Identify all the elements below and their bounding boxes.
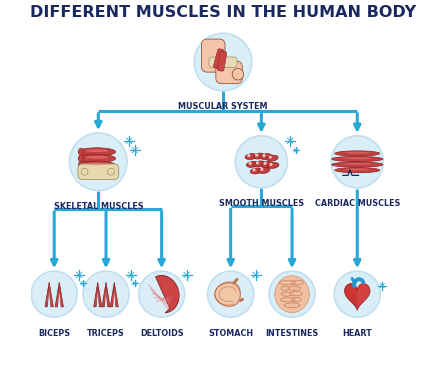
Text: MUSCULAR SYSTEM: MUSCULAR SYSTEM: [178, 102, 268, 111]
FancyBboxPatch shape: [209, 57, 237, 67]
Text: SKELETAL MUSCLES: SKELETAL MUSCLES: [54, 202, 143, 211]
Circle shape: [247, 154, 250, 157]
Polygon shape: [357, 284, 370, 310]
Circle shape: [255, 154, 258, 157]
FancyBboxPatch shape: [216, 61, 242, 84]
Circle shape: [248, 162, 252, 165]
FancyBboxPatch shape: [214, 49, 224, 69]
Circle shape: [194, 33, 252, 91]
Ellipse shape: [261, 161, 273, 167]
Circle shape: [256, 161, 259, 164]
Text: BICEPS: BICEPS: [38, 329, 70, 338]
Ellipse shape: [275, 276, 310, 313]
Text: TRICEPS: TRICEPS: [87, 329, 125, 338]
Ellipse shape: [267, 155, 278, 161]
Ellipse shape: [78, 161, 84, 169]
Circle shape: [269, 163, 273, 166]
Circle shape: [107, 168, 115, 175]
Ellipse shape: [246, 161, 258, 167]
Ellipse shape: [260, 154, 272, 159]
Polygon shape: [96, 288, 99, 301]
Ellipse shape: [258, 167, 270, 173]
Text: DELTOIDS: DELTOIDS: [140, 329, 183, 338]
Ellipse shape: [250, 168, 262, 174]
Circle shape: [70, 133, 127, 191]
Ellipse shape: [267, 162, 279, 168]
Ellipse shape: [78, 161, 116, 169]
Circle shape: [139, 271, 185, 317]
Circle shape: [232, 69, 244, 80]
Ellipse shape: [332, 156, 383, 162]
Circle shape: [235, 136, 287, 188]
Circle shape: [268, 156, 272, 159]
Polygon shape: [104, 288, 107, 301]
Ellipse shape: [78, 148, 116, 156]
Polygon shape: [110, 282, 118, 307]
FancyBboxPatch shape: [217, 51, 227, 71]
Ellipse shape: [343, 157, 372, 159]
Text: CARDIAC MUSCLES: CARDIAC MUSCLES: [314, 199, 400, 208]
Ellipse shape: [78, 155, 84, 162]
Ellipse shape: [332, 162, 383, 167]
Ellipse shape: [85, 156, 108, 159]
Text: STOMACH: STOMACH: [208, 329, 253, 338]
Polygon shape: [94, 282, 102, 307]
Ellipse shape: [345, 169, 370, 170]
Polygon shape: [47, 288, 51, 302]
Text: INTESTINES: INTESTINES: [265, 329, 319, 338]
FancyBboxPatch shape: [202, 39, 225, 72]
Ellipse shape: [253, 153, 264, 159]
Circle shape: [83, 271, 129, 317]
Circle shape: [331, 136, 384, 188]
Polygon shape: [345, 284, 370, 310]
Text: DIFFERENT MUSCLES IN THE HUMAN BODY: DIFFERENT MUSCLES IN THE HUMAN BODY: [30, 5, 416, 20]
Circle shape: [334, 271, 380, 317]
Polygon shape: [55, 282, 63, 307]
Polygon shape: [45, 282, 53, 307]
Ellipse shape: [335, 167, 380, 173]
Ellipse shape: [343, 163, 372, 165]
Text: SMOOTH MUSCLES: SMOOTH MUSCLES: [219, 199, 304, 208]
FancyBboxPatch shape: [78, 164, 119, 179]
Ellipse shape: [85, 149, 108, 152]
Text: HEART: HEART: [343, 329, 372, 338]
Ellipse shape: [78, 148, 84, 156]
Polygon shape: [113, 288, 116, 301]
Polygon shape: [156, 275, 179, 313]
Circle shape: [81, 168, 88, 175]
Circle shape: [252, 168, 256, 171]
Circle shape: [31, 271, 77, 317]
Circle shape: [260, 168, 264, 171]
Ellipse shape: [345, 152, 370, 154]
Ellipse shape: [335, 151, 380, 156]
Ellipse shape: [254, 161, 265, 167]
Circle shape: [262, 154, 265, 157]
Circle shape: [264, 162, 267, 165]
Polygon shape: [58, 288, 61, 302]
Circle shape: [208, 271, 254, 317]
Ellipse shape: [78, 154, 116, 162]
Circle shape: [269, 271, 315, 317]
Polygon shape: [102, 282, 110, 307]
Ellipse shape: [245, 154, 257, 159]
Ellipse shape: [85, 162, 108, 165]
Polygon shape: [215, 282, 240, 306]
